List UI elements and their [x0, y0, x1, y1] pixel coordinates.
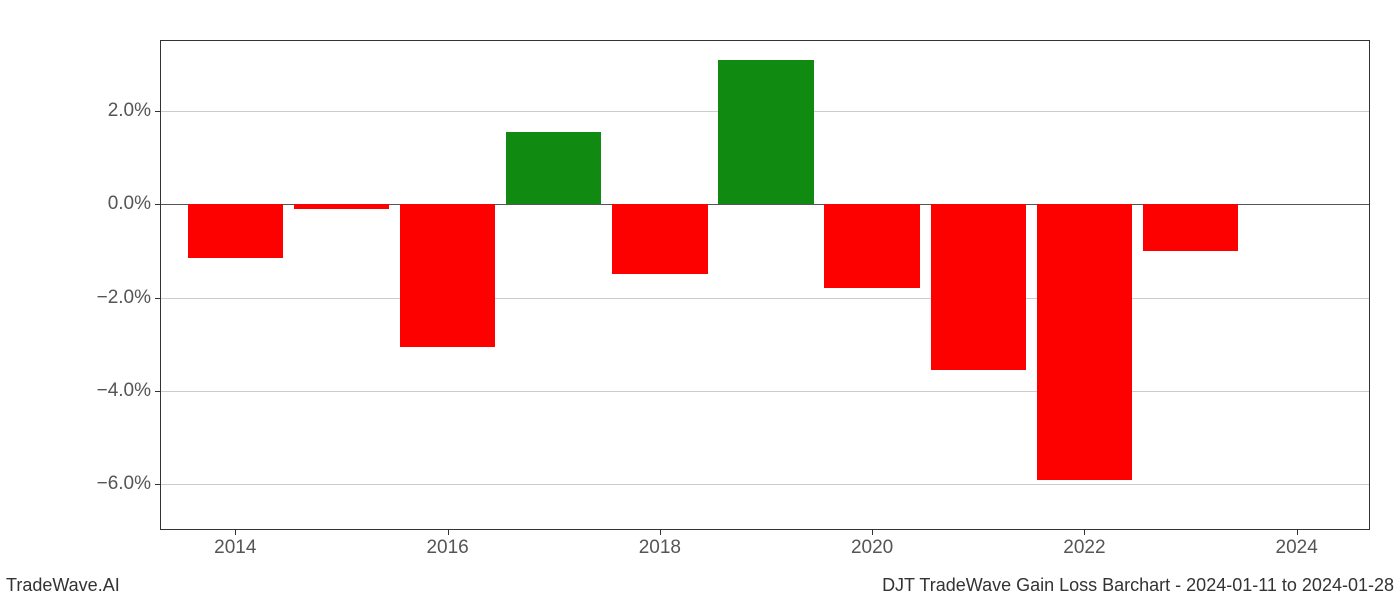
y-tick-label: 2.0%: [108, 100, 161, 122]
bar-2017: [506, 132, 602, 204]
plot-area: −6.0%−4.0%−2.0%0.0%2.0%20142016201820202…: [160, 40, 1370, 530]
x-tick-label: 2020: [851, 529, 893, 559]
figure: −6.0% −4.0% −2.0% 0.0% 2.0% 2014 2016 2018 2020 2…: [0, 0, 1400, 600]
gridline: [161, 391, 1369, 392]
bar-2016: [400, 204, 496, 346]
bar-2021: [931, 204, 1027, 370]
bar-2018: [612, 204, 708, 274]
bar-2020: [824, 204, 920, 288]
gridline: [161, 484, 1369, 485]
bar-2014: [188, 204, 284, 258]
bar-2019: [718, 60, 814, 205]
x-tick-label: 2016: [426, 529, 468, 559]
bar-2023: [1143, 204, 1239, 251]
footer-right-caption: DJT TradeWave Gain Loss Barchart - 2024-…: [882, 575, 1394, 596]
y-tick-label: −4.0%: [97, 380, 161, 402]
x-tick-label: 2022: [1063, 529, 1105, 559]
gridline: [161, 298, 1369, 299]
bar-2022: [1037, 204, 1133, 479]
y-tick-label: −2.0%: [97, 287, 161, 309]
x-tick-label: 2018: [639, 529, 681, 559]
y-tick-label: 0.0%: [108, 193, 161, 215]
y-tick-label: −6.0%: [97, 473, 161, 495]
x-tick-label: 2014: [214, 529, 256, 559]
bar-2015: [294, 204, 390, 209]
x-tick-label: 2024: [1276, 529, 1318, 559]
footer-left-brand: TradeWave.AI: [6, 575, 120, 596]
